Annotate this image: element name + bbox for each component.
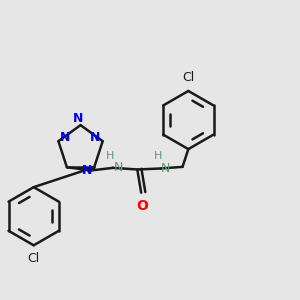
Text: N: N	[161, 162, 171, 175]
Text: N: N	[73, 112, 83, 124]
Text: N: N	[114, 161, 123, 174]
Text: H: H	[106, 151, 114, 161]
Text: H: H	[154, 152, 162, 161]
Text: Cl: Cl	[182, 71, 194, 84]
Text: N: N	[82, 164, 92, 177]
Text: Cl: Cl	[28, 252, 40, 266]
Text: O: O	[136, 199, 148, 212]
Text: N: N	[90, 131, 101, 145]
Text: N: N	[60, 131, 71, 145]
